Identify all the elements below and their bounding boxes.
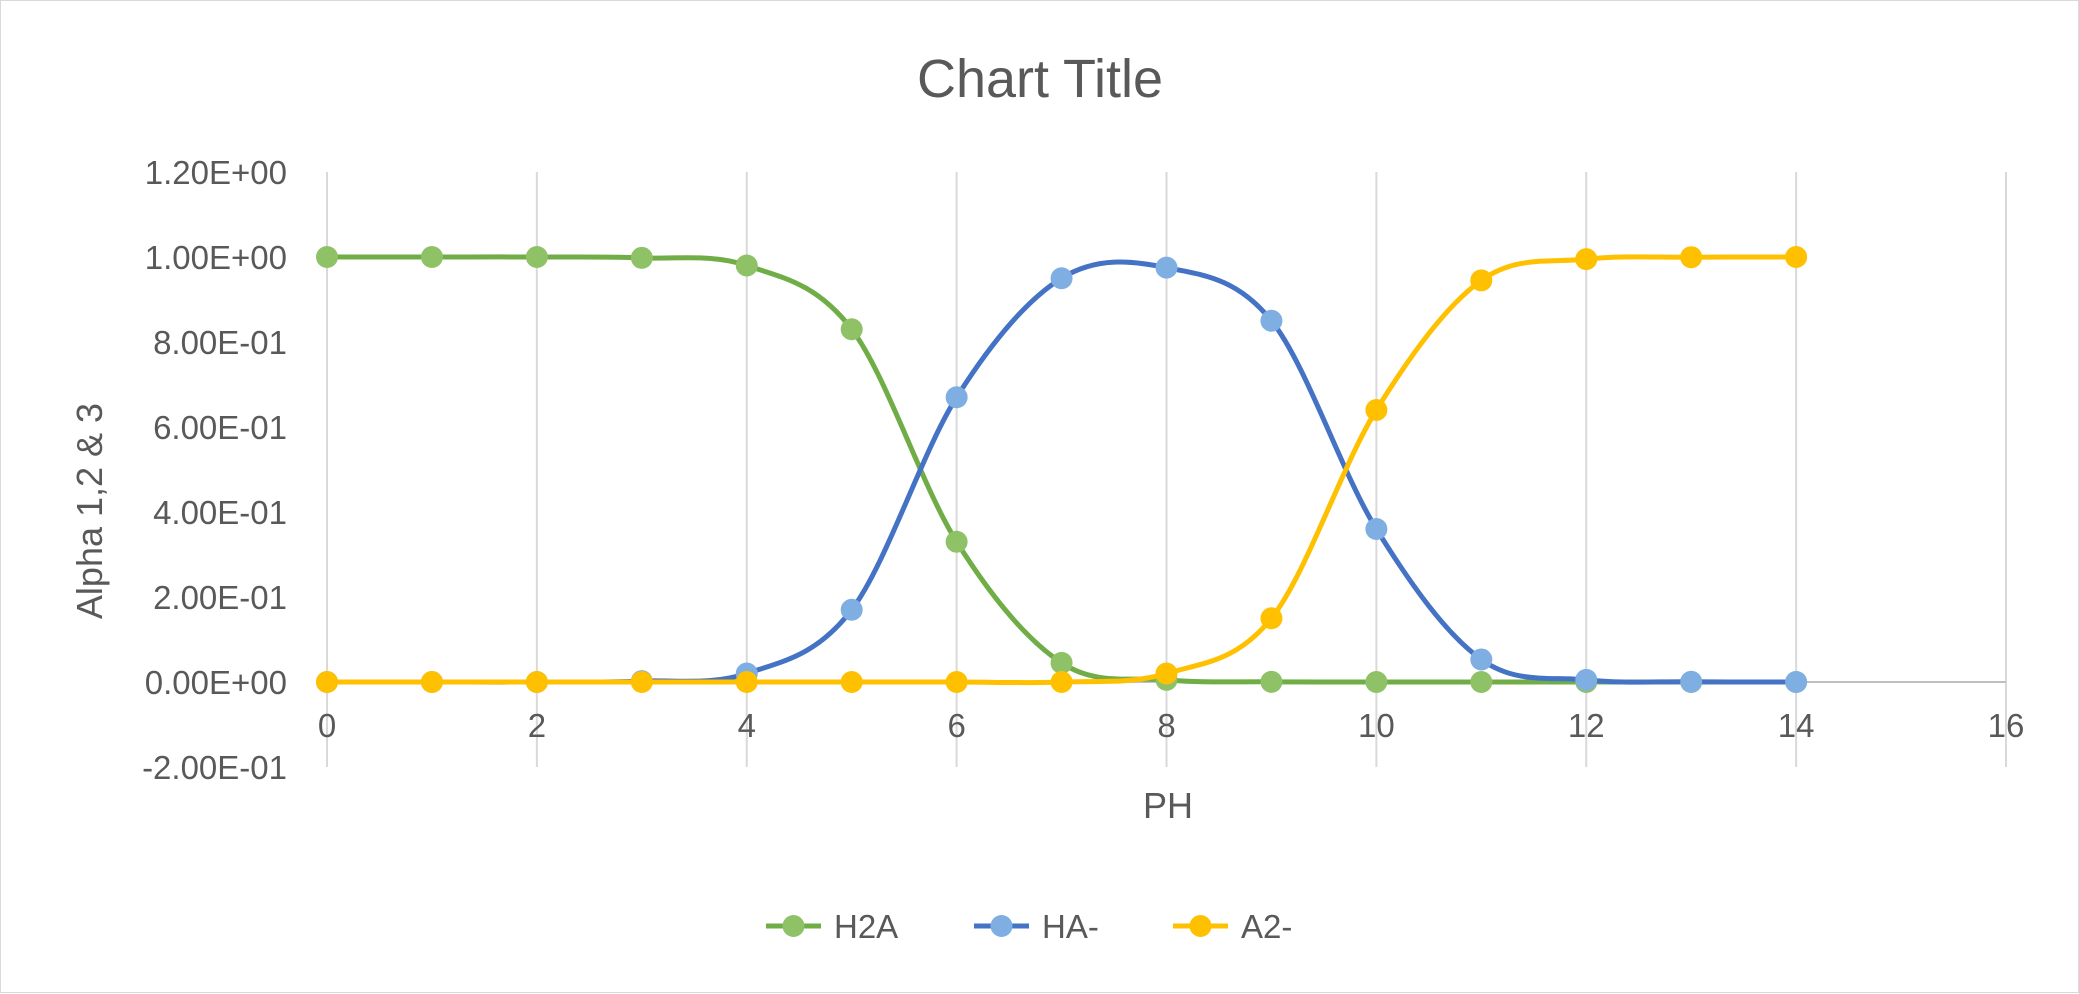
legend-label: HA- [1042, 908, 1099, 945]
series-h2a [316, 246, 1808, 693]
series-line-ha [326, 259, 1797, 685]
data-point-h2a [316, 246, 338, 268]
y-tick-label: 2.00E-01 [153, 579, 287, 616]
data-point-a2 [1050, 671, 1073, 693]
x-tick-label: 0 [318, 707, 336, 744]
data-point-ha [1575, 668, 1598, 691]
y-tick-label: 1.00E+00 [145, 239, 287, 276]
y-tick-label: 4.00E-01 [153, 494, 287, 531]
y-tick-label: 8.00E-01 [153, 324, 287, 361]
data-point-ha [1680, 670, 1703, 693]
x-axis-tick-labels: 0 2 4 6 8 10 12 14 16 [318, 707, 2025, 744]
series-line-h2a [326, 254, 1797, 685]
data-point-ha [1260, 309, 1283, 332]
data-point-ha [1365, 518, 1388, 540]
y-tick-label: 1.20E+00 [145, 154, 287, 191]
legend-swatch-marker [1189, 915, 1212, 937]
legend-swatch-marker [990, 915, 1013, 937]
data-point-h2a [1365, 671, 1388, 693]
chart-title: Chart Title [917, 49, 1163, 109]
data-point-h2a [1050, 651, 1073, 674]
data-point-h2a [1260, 670, 1283, 693]
x-tick-label: 12 [1568, 707, 1605, 744]
x-tick-label: 2 [528, 707, 546, 744]
data-point-ha [840, 598, 863, 621]
data-point-ha [1155, 256, 1178, 279]
x-tick-label: 8 [1157, 707, 1175, 744]
y-axis-title: Alpha 1,2 & 3 [69, 403, 110, 619]
data-point-a2 [735, 671, 758, 693]
data-point-a2 [1155, 662, 1178, 685]
data-point-a2 [630, 671, 653, 693]
legend-item-ha: HA- [974, 908, 1099, 945]
x-tick-label: 6 [947, 707, 965, 744]
data-point-h2a [735, 254, 758, 277]
x-tick-label: 4 [738, 707, 756, 744]
series-a2 [316, 246, 1808, 693]
series-group [316, 246, 1808, 693]
series-ha [316, 256, 1808, 693]
data-point-h2a [420, 246, 443, 268]
data-point-ha [1050, 267, 1073, 290]
y-tick-label: 6.00E-01 [153, 409, 287, 446]
data-point-h2a [525, 246, 548, 268]
data-point-a2 [1575, 248, 1598, 271]
data-point-a2 [945, 671, 968, 693]
data-point-a2 [1365, 399, 1388, 421]
x-axis-title: PH [1143, 785, 1193, 826]
data-point-ha [1785, 671, 1808, 693]
data-point-a2 [1470, 269, 1493, 292]
legend-swatch-marker [782, 915, 805, 937]
series-line-a2 [326, 254, 1797, 686]
data-point-ha [945, 386, 968, 409]
legend: H2A HA- A2- [766, 908, 1292, 945]
data-point-a2 [1260, 607, 1283, 630]
y-tick-label: -2.00E-01 [142, 749, 287, 786]
data-point-h2a [630, 246, 653, 269]
data-point-h2a [840, 318, 863, 341]
data-point-a2 [525, 671, 548, 693]
data-point-ha [1470, 648, 1493, 671]
x-tick-label: 10 [1358, 707, 1395, 744]
data-point-h2a [945, 530, 968, 553]
legend-item-h2a: H2A [766, 908, 898, 945]
y-axis-tick-labels: -2.00E-01 0.00E+00 2.00E-01 4.00E-01 6.00E-0… [142, 154, 287, 786]
x-tick-label: 14 [1778, 707, 1815, 744]
legend-label: A2- [1241, 908, 1292, 945]
data-point-a2 [840, 671, 863, 693]
data-point-a2 [316, 671, 338, 693]
legend-label: H2A [834, 908, 898, 945]
y-tick-label: 0.00E+00 [145, 664, 287, 701]
x-tick-label: 16 [1988, 707, 2025, 744]
data-point-a2 [1680, 246, 1703, 269]
data-point-h2a [1470, 671, 1493, 693]
data-point-a2 [1785, 246, 1808, 268]
legend-item-a2: A2- [1173, 908, 1292, 945]
data-point-a2 [420, 671, 443, 693]
